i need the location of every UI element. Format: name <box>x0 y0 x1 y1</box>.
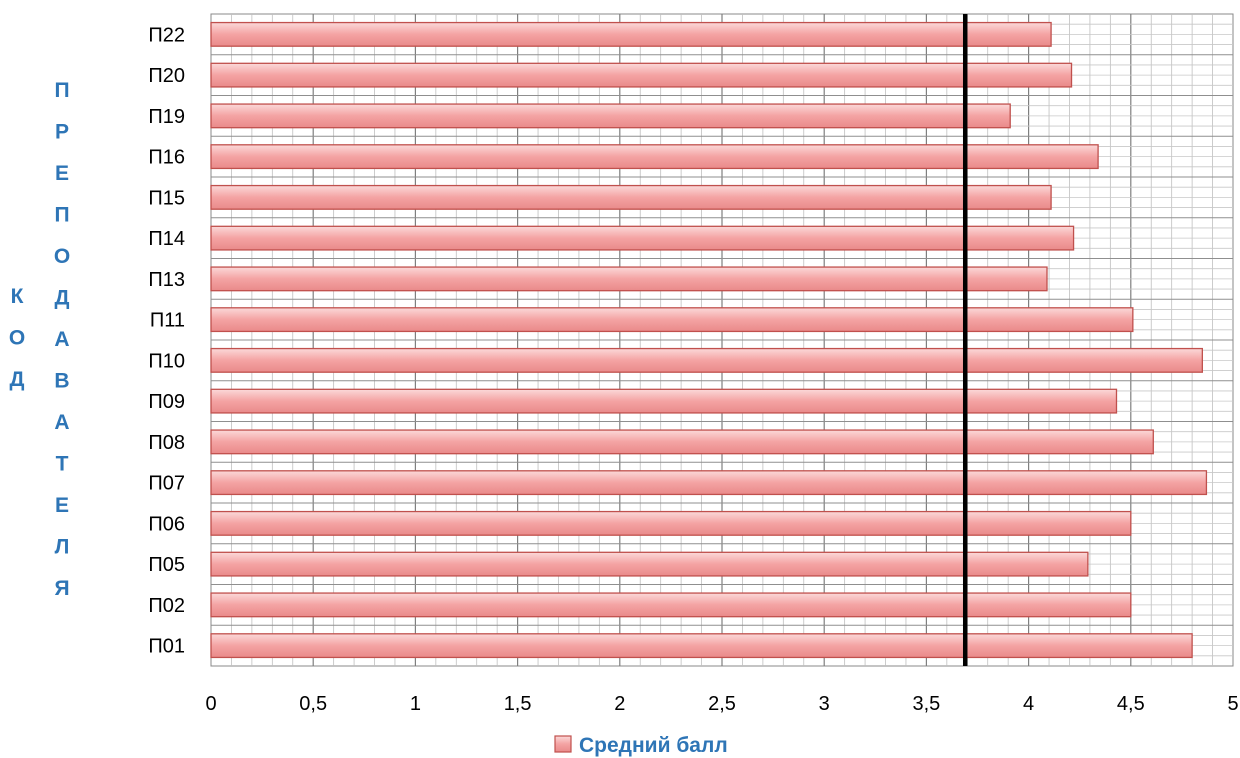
y-axis-title-letter: Д <box>55 287 70 310</box>
x-tick-label: 3,5 <box>912 693 940 715</box>
bar-П16 <box>210 144 1099 170</box>
x-tick-label: 4 <box>1023 693 1034 715</box>
bar-П05 <box>210 551 1089 577</box>
y-axis-title-letter: О <box>9 327 25 350</box>
y-axis-title-letter: Е <box>55 494 69 517</box>
x-tick-label: 5 <box>1227 693 1238 715</box>
y-tick-label: П15 <box>148 187 185 209</box>
y-axis-title-letter: Т <box>56 453 69 476</box>
bar-П09 <box>210 388 1118 414</box>
y-tick-label: П05 <box>148 554 185 576</box>
bar-П01 <box>210 633 1193 659</box>
bar-П19 <box>210 103 1011 129</box>
bar-П13 <box>210 266 1048 292</box>
bar-П02 <box>210 592 1132 618</box>
bars-group <box>210 21 1208 659</box>
y-tick-label: П11 <box>150 310 185 332</box>
bar-П20 <box>210 62 1073 88</box>
legend-label: Средний балл <box>579 734 728 757</box>
y-tick-label: П06 <box>148 513 185 535</box>
x-tick-label: 0 <box>205 693 216 715</box>
x-tick-label: 2 <box>614 693 625 715</box>
y-tick-label: П20 <box>148 65 185 87</box>
legend-swatch <box>554 735 572 753</box>
y-tick-label: П07 <box>148 473 185 495</box>
bar-П14 <box>210 225 1075 251</box>
y-axis-title-letter: П <box>54 79 69 102</box>
y-axis-title-letter: П <box>54 204 69 227</box>
x-tick-label: 3 <box>819 693 830 715</box>
y-tick-label: П02 <box>148 595 185 617</box>
bar-П15 <box>210 184 1052 210</box>
y-tick-label: П01 <box>148 636 185 658</box>
y-tick-label: П09 <box>148 391 185 413</box>
y-tick-label: П22 <box>148 24 185 46</box>
bar-П11 <box>210 307 1134 333</box>
y-tick-label: П10 <box>148 350 185 372</box>
y-axis-title-letter: Я <box>54 577 69 600</box>
y-axis-title-letter: К <box>11 285 24 308</box>
bar-П08 <box>210 429 1154 455</box>
x-tick-label: 2,5 <box>708 693 736 715</box>
y-tick-labels: П01 П02 П05 П06 П07 П08 П09 П10 П11 П13 П14 П15 П16 П… <box>148 24 185 657</box>
y-tick-label: П16 <box>148 147 185 169</box>
y-tick-label: П19 <box>148 106 185 128</box>
bar-П10 <box>210 347 1203 373</box>
bar-П07 <box>210 470 1208 496</box>
x-tick-labels: 0 0,5 1 1,5 2 2,5 3 3,5 4 4,5 5 <box>205 693 1238 715</box>
y-axis-title-letter: А <box>54 328 69 351</box>
legend: Средний балл <box>554 734 728 757</box>
y-tick-label: П14 <box>148 228 185 250</box>
x-tick-label: 0,5 <box>299 693 327 715</box>
y-tick-label: П08 <box>148 432 185 454</box>
bar-П22 <box>210 21 1052 47</box>
y-axis-title-letter: В <box>54 370 69 393</box>
x-tick-label: 1 <box>410 693 421 715</box>
y-axis-title-letter: Л <box>55 536 70 559</box>
y-axis-title-letter: Д <box>10 368 25 391</box>
bar-П06 <box>210 510 1132 536</box>
y-tick-label: П13 <box>148 269 185 291</box>
x-tick-label: 4,5 <box>1117 693 1145 715</box>
y-axis-title-letter: Е <box>55 162 69 185</box>
y-axis-title-letter: Р <box>55 121 69 144</box>
x-tick-label: 1,5 <box>504 693 532 715</box>
y-axis-title-letter: О <box>54 245 70 268</box>
y-axis-title-letter: А <box>54 411 69 434</box>
